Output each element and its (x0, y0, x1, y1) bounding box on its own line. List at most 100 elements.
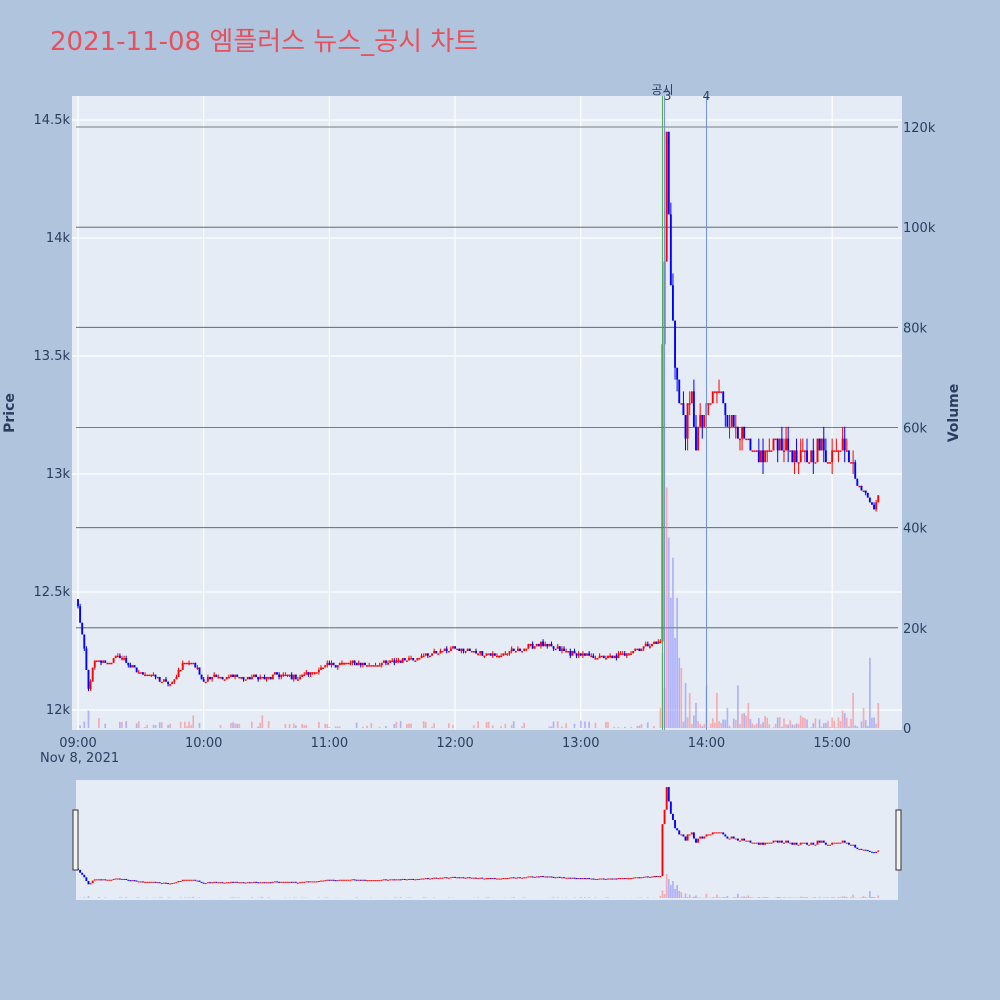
range-slider-volume-bar (734, 897, 737, 898)
candle-body (734, 426, 737, 429)
range-slider-candle (843, 840, 846, 843)
range-slider-candle (713, 832, 716, 834)
range-slider-volume-bar (523, 897, 526, 898)
volume-tick-label: 120k (903, 121, 936, 136)
candle-body (456, 648, 459, 651)
range-slider-candle (479, 877, 482, 879)
candle-body (387, 662, 389, 665)
volume-bar (121, 722, 123, 728)
range-slider-volume-bar (646, 897, 649, 898)
volume-bar (607, 721, 609, 728)
volume-bar (795, 723, 798, 728)
volume-bar (785, 724, 787, 728)
range-slider-candle (447, 877, 450, 879)
range-slider-candle (638, 877, 641, 879)
range-slider-volume-bar (477, 897, 479, 898)
range-slider-candle (236, 881, 239, 883)
candle-body (625, 653, 628, 656)
candle-body (255, 674, 258, 677)
candle-body (839, 450, 842, 452)
range-slider-candle (504, 878, 507, 880)
range-slider-volume-bar (119, 897, 121, 898)
volume-bar (686, 717, 689, 728)
volume-bar (588, 721, 590, 728)
range-slider-volume-bar (678, 891, 681, 898)
range-slider-volume-bar (552, 897, 555, 898)
candle-body (368, 665, 371, 667)
range-slider-right-handle[interactable] (895, 809, 902, 871)
main-plot-area[interactable] (72, 96, 902, 730)
range-slider-candle (382, 879, 385, 881)
candle-body (259, 676, 262, 680)
candle-body (690, 391, 693, 404)
range-slider-candle (315, 881, 318, 883)
candle-body (820, 438, 823, 451)
candle-body (422, 655, 425, 658)
range-slider-candle (108, 879, 111, 881)
volume-bar (261, 715, 264, 728)
candle-body (500, 655, 503, 658)
range-slider-candle (856, 847, 859, 849)
range-slider[interactable] (76, 780, 898, 900)
range-slider-left-handle[interactable] (72, 809, 79, 871)
candle-body (397, 660, 400, 662)
volume-bar (818, 719, 821, 728)
candle-body (353, 660, 356, 663)
candle-body (435, 651, 438, 654)
range-slider-volume-bar (680, 892, 683, 898)
candle-body (271, 674, 274, 680)
range-slider-volume-bar (705, 893, 708, 898)
range-slider-candle (225, 882, 228, 884)
candle-body (607, 655, 609, 659)
volume-bar (491, 725, 494, 728)
candle-body (267, 676, 270, 679)
volume-bar (877, 702, 880, 728)
volume-bar (827, 720, 829, 728)
candle-body (766, 450, 769, 452)
candle-body (276, 672, 278, 675)
candle-body (858, 485, 861, 488)
volume-bar (848, 726, 850, 728)
candle-body (297, 679, 299, 681)
candle-body (477, 653, 480, 655)
volume-bar (850, 718, 852, 728)
range-slider-candle (399, 879, 402, 881)
candle-body (715, 391, 718, 393)
range-slider-candle (462, 877, 465, 879)
range-slider-candle (361, 879, 364, 881)
range-slider-candle (282, 881, 285, 883)
range-slider-candle (355, 879, 358, 881)
range-slider-volume-bar (762, 897, 764, 898)
range-slider-candle (565, 877, 568, 879)
candle-body (669, 214, 672, 286)
volume-bar (500, 726, 503, 728)
candle-body (529, 643, 532, 646)
range-slider-volume-bar (869, 891, 871, 898)
range-slider-candle (567, 877, 570, 879)
candle-body (510, 648, 513, 651)
range-slider-candle (741, 838, 744, 841)
candle-body (150, 674, 153, 677)
candle-body (778, 438, 781, 451)
range-slider-candle (877, 850, 880, 852)
range-slider-candle (697, 838, 700, 843)
range-slider-candle (135, 880, 138, 882)
candle-body (114, 655, 117, 659)
range-slider-candle (326, 879, 329, 881)
volume-bar (688, 692, 691, 728)
candle-body (822, 438, 825, 451)
range-slider-candle (776, 840, 779, 843)
volume-bar (653, 726, 655, 728)
range-slider-candle (783, 842, 785, 844)
range-slider-candle (757, 842, 760, 845)
range-slider-candle (418, 878, 421, 880)
candle-body (628, 653, 630, 655)
volume-bar (789, 720, 792, 728)
candle-body (504, 653, 507, 655)
range-slider-volume-bar (783, 897, 785, 898)
candle-body (665, 131, 668, 262)
volume-tick-label: 60k (903, 422, 928, 437)
range-slider-candle (525, 877, 528, 879)
range-slider-candle (636, 877, 639, 879)
volume-bar (845, 717, 848, 728)
